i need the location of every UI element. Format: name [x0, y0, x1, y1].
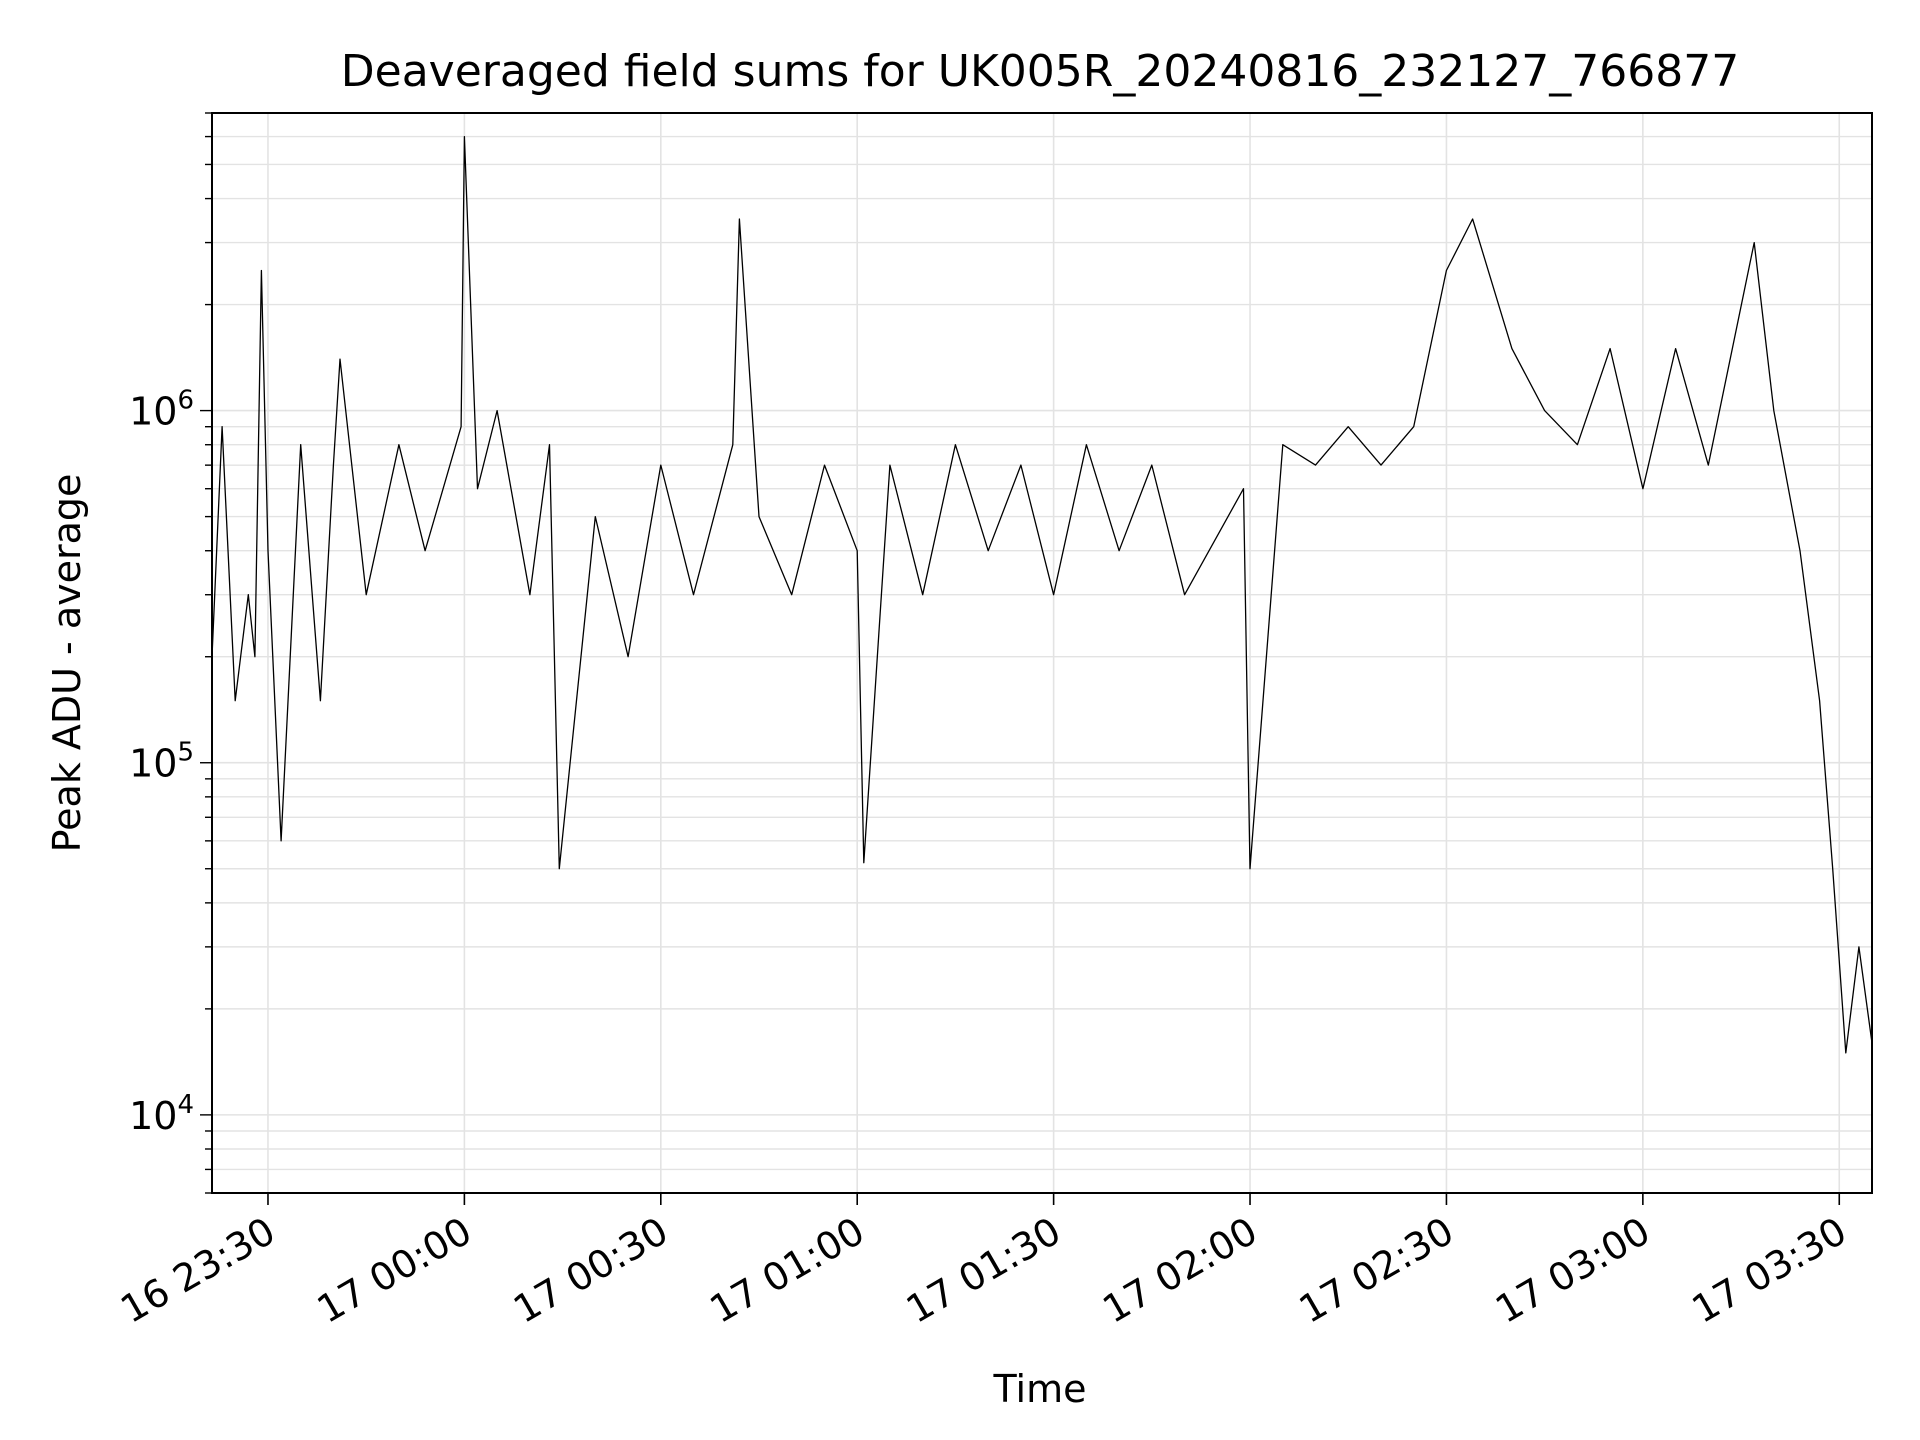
- y-tick-exponent: 6: [177, 386, 194, 416]
- chart-title: Deaveraged field sums for UK005R_2024081…: [341, 46, 1739, 97]
- y-tick-exponent: 4: [177, 1090, 194, 1120]
- y-tick-exponent: 5: [177, 738, 194, 768]
- x-axis-label: Time: [993, 1367, 1087, 1411]
- grid: [212, 112, 1872, 1194]
- y-tick-label: 104: [129, 1090, 194, 1138]
- y-tick-label: 106: [129, 386, 194, 434]
- series-line: [211, 135, 1873, 1054]
- y-tick-base: 10: [129, 390, 177, 434]
- plot-frame: [211, 112, 1873, 1194]
- y-tick-base: 10: [129, 1094, 177, 1138]
- y-tick-base: 10: [129, 742, 177, 786]
- y-axis-label: Peak ADU - average: [45, 474, 89, 853]
- y-tick-label: 105: [129, 738, 194, 786]
